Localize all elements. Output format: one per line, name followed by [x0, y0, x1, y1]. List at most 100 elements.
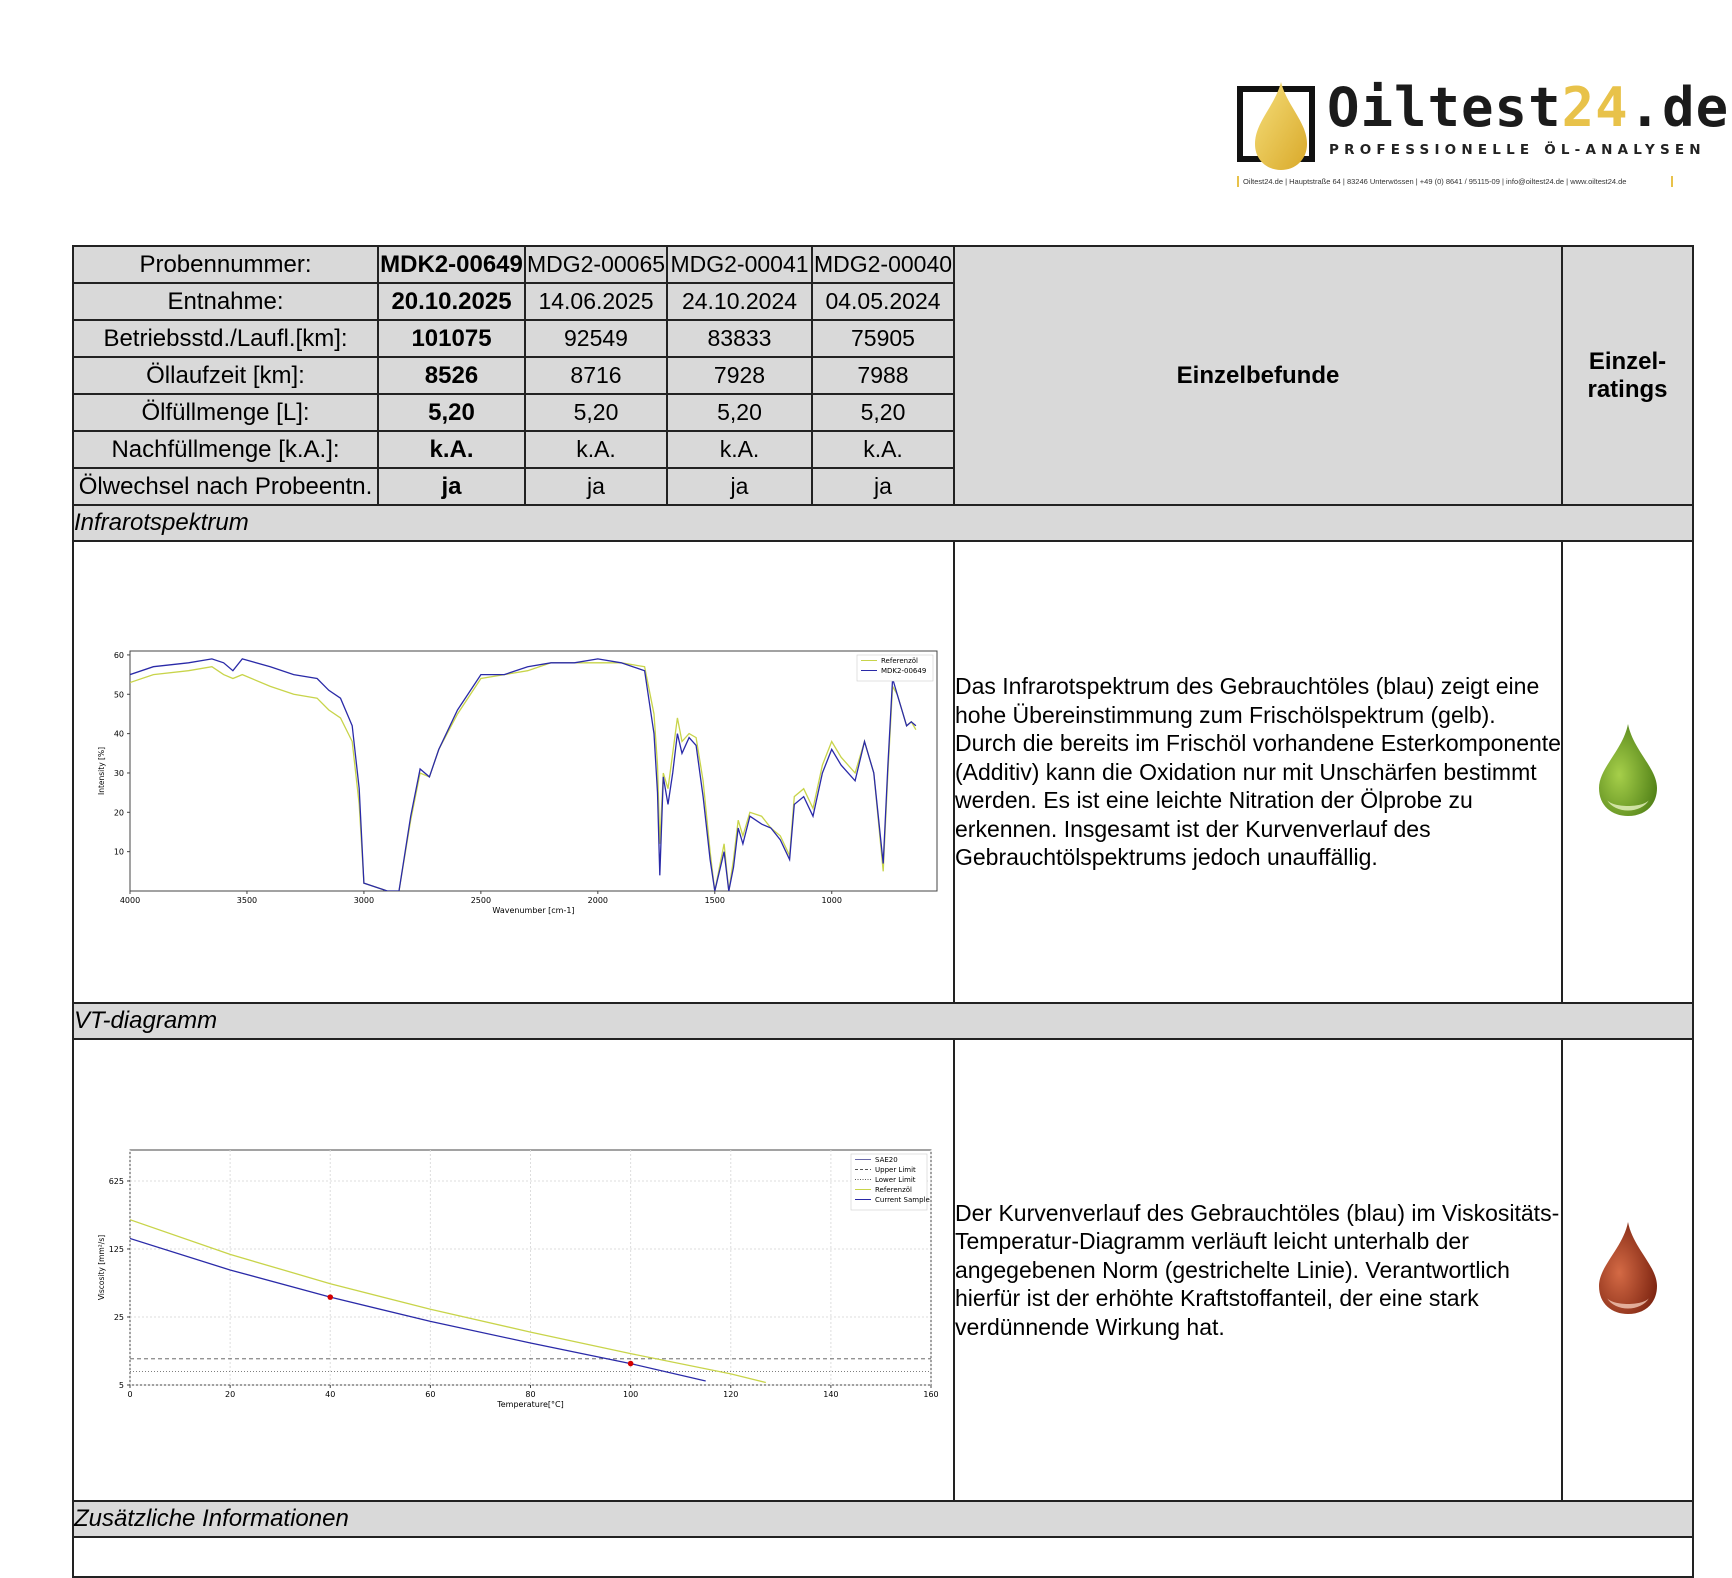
x-tick-label: 160 [923, 1390, 938, 1399]
y-tick-label: 125 [109, 1245, 124, 1254]
sample-marker [327, 1294, 334, 1300]
mileage: 83833 [666, 319, 813, 358]
label-betriebsstd: Betriebsstd./Laufl.[km]: [72, 319, 379, 358]
y-tick-label: 625 [109, 1177, 124, 1186]
x-tick-label: 4000 [120, 896, 140, 905]
fill-amount: 5,20 [811, 393, 955, 432]
legend-label: MDK2-00649 [881, 667, 926, 675]
sample-date: 24.10.2024 [666, 282, 813, 321]
x-tick-label: 140 [823, 1390, 838, 1399]
mileage: 92549 [524, 319, 668, 358]
x-tick-label: 100 [623, 1390, 638, 1399]
x-tick-label: 2500 [471, 896, 491, 905]
ir-rating-cell [1561, 540, 1694, 1004]
x-tick-label: 40 [325, 1390, 335, 1399]
oil-runtime: 7928 [666, 356, 813, 395]
legend-label: Current Sample [875, 1196, 930, 1204]
refill-amount: k.A. [811, 430, 955, 469]
plot-area [129, 650, 938, 892]
fill-amount: 5,20 [666, 393, 813, 432]
y-tick-label: 20 [114, 808, 124, 817]
oil-change: ja [811, 467, 955, 506]
findings-header: Einzelbefunde [953, 245, 1563, 506]
fill-amount: 5,20 [524, 393, 668, 432]
current-oil-runtime: 8526 [377, 356, 526, 395]
oil-change: ja [524, 467, 668, 506]
oil-drop-logo-icon [1255, 82, 1307, 170]
label-nachfuellmenge: Nachfüllmenge [k.A.]: [72, 430, 379, 469]
report-table: Probennummer: MDK2-00649 MDG2-00065 MDG2… [72, 245, 1694, 1578]
red-drop-rating-icon [1598, 1221, 1657, 1314]
y-tick-label: 5 [119, 1381, 124, 1390]
ir-spectrum-chart: 4000 3500 3000 2500 2000 1500 1000 10 20 30 40 50 60… [97, 650, 938, 915]
legend-label: Referenzöl [881, 657, 918, 665]
vt-rating-cell [1561, 1038, 1694, 1502]
y-axis-label: Intensity [%] [97, 747, 106, 795]
series-line-referenz-l [130, 662, 917, 891]
label-oelfuellmenge: Ölfüllmenge [L]: [72, 393, 379, 432]
x-axis-label: Temperature[°C] [496, 1400, 564, 1409]
ir-finding-text: Das Infrarotspektrum des Gebrauchtöles (… [953, 540, 1563, 1004]
current-mileage: 101075 [377, 319, 526, 358]
x-tick-label: 2000 [588, 896, 608, 905]
refill-amount: k.A. [666, 430, 813, 469]
y-tick-label: 10 [114, 848, 124, 857]
current-fill-amount: 5,20 [377, 393, 526, 432]
brand-name: Oiltest24.de [1327, 76, 1730, 139]
sample-number: MDG2-00040 [811, 245, 955, 284]
sample-number: MDG2-00065 [524, 245, 668, 284]
sample-marker [627, 1360, 634, 1367]
mileage: 75905 [811, 319, 955, 358]
series-line-mdk2-00649 [130, 658, 917, 891]
x-tick-label: 20 [225, 1390, 235, 1399]
y-axis-label: Viscosity [mm²/s] [97, 1235, 106, 1300]
section-title-ir: Infrarotspektrum [72, 504, 1694, 542]
sample-date: 04.05.2024 [811, 282, 955, 321]
vt-finding-text: Der Kurvenverlauf des Gebrauchtöles (bla… [953, 1038, 1563, 1502]
y-tick-label: 60 [114, 651, 124, 660]
x-tick-label: 1500 [705, 896, 725, 905]
label-oellaufzeit: Öllaufzeit [km]: [72, 356, 379, 395]
legend-label: SAE20 [875, 1156, 898, 1164]
x-tick-label: 80 [525, 1390, 535, 1399]
label-entnahme: Entnahme: [72, 282, 379, 321]
vt-chart-cell: 0 20 40 60 80 100 120 140 160 5 25 125 625 Temperatur… [72, 1038, 955, 1502]
legend-label: Referenzöl [875, 1186, 912, 1194]
series-line-referenz-l [130, 1219, 766, 1384]
section-title-extra: Zusätzliche Informationen [72, 1500, 1694, 1538]
oil-change: ja [666, 467, 813, 506]
x-tick-label: 60 [425, 1390, 435, 1399]
extra-info-cell [72, 1536, 1694, 1578]
legend-label: Lower Limit [875, 1176, 916, 1184]
refill-amount: k.A. [524, 430, 668, 469]
ratings-header: Einzel-ratings [1561, 245, 1694, 506]
legend-box [850, 1153, 928, 1211]
oil-runtime: 7988 [811, 356, 955, 395]
sample-number: MDG2-00041 [666, 245, 813, 284]
oil-runtime: 8716 [524, 356, 668, 395]
x-tick-label: 120 [723, 1390, 738, 1399]
legend-box [856, 654, 934, 682]
current-sample-number: MDK2-00649 [377, 245, 526, 284]
label-probennummer: Probennummer: [72, 245, 379, 284]
current-refill-amount: k.A. [377, 430, 526, 469]
x-tick-label: 1000 [822, 896, 842, 905]
y-tick-label: 30 [114, 769, 124, 778]
y-tick-label: 25 [114, 1313, 124, 1322]
x-tick-label: 0 [127, 1390, 132, 1399]
sample-date: 14.06.2025 [524, 282, 668, 321]
current-sample-date: 20.10.2025 [377, 282, 526, 321]
oiltest24-logo: Oiltest24.de PROFESSIONELLE ÖL-ANALYSEN … [1237, 76, 1728, 196]
x-tick-label: 3000 [354, 896, 374, 905]
y-tick-label: 50 [114, 690, 124, 699]
label-oelwechsel: Ölwechsel nach Probeentn. [72, 467, 379, 506]
current-oil-change: ja [377, 467, 526, 506]
x-axis-label: Wavenumber [cm-1] [492, 906, 574, 915]
section-title-vt: VT-diagramm [72, 1002, 1694, 1040]
legend-label: Upper Limit [875, 1166, 916, 1174]
ir-chart-cell: 4000 3500 3000 2500 2000 1500 1000 10 20 30 40 50 60… [72, 540, 955, 1004]
green-drop-rating-icon [1598, 723, 1657, 816]
brand-tagline: PROFESSIONELLE ÖL-ANALYSEN [1329, 142, 1706, 158]
contact-line: Oiltest24.de | Hauptstraße 64 | 83246 Un… [1237, 176, 1673, 187]
vt-diagram-chart: 0 20 40 60 80 100 120 140 160 5 25 125 625 Temperatur… [97, 1149, 939, 1409]
